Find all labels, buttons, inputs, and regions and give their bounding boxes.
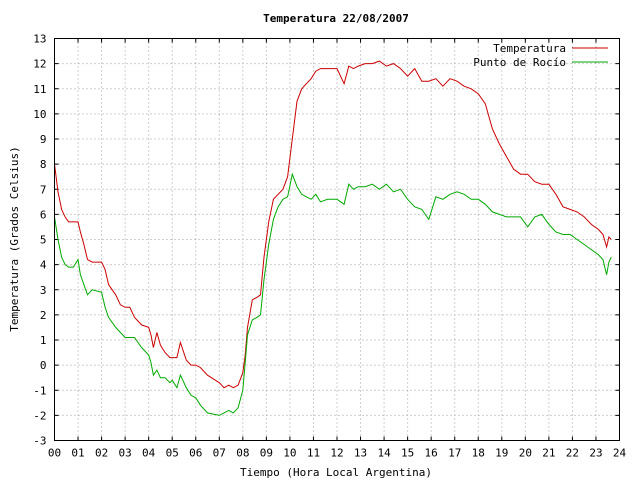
x-tick-label: 02 xyxy=(95,447,108,460)
axes: 00 01 02 03 04 05 06 07 08 09 10 11 12 13 14 15 16 17 18 19… xyxy=(33,33,626,460)
x-tick-label: 00 xyxy=(48,447,61,460)
series-line-punto-de-rocio xyxy=(54,172,612,416)
chart-title: Temperatura 22/08/2007 xyxy=(263,12,409,25)
legend: Temperatura Punto de Rocío xyxy=(473,42,608,69)
x-tick-label: 01 xyxy=(71,447,84,460)
x-tick-label: 20 xyxy=(519,447,532,460)
y-tick-label: 0 xyxy=(40,359,47,372)
y-tick-label: 12 xyxy=(33,58,46,71)
x-tick-label: 03 xyxy=(119,447,132,460)
y-tick-label: 3 xyxy=(40,284,47,297)
plot-frame xyxy=(54,38,620,441)
grid xyxy=(54,38,620,441)
x-tick-label: 12 xyxy=(330,447,343,460)
x-tick-label: 21 xyxy=(542,447,555,460)
x-tick-label: 07 xyxy=(213,447,226,460)
y-tick-label: 9 xyxy=(40,133,47,146)
x-tick-label: 04 xyxy=(142,447,156,460)
x-tick-label: 13 xyxy=(354,447,367,460)
x-tick-label: 16 xyxy=(425,447,438,460)
x-tick-label: 10 xyxy=(283,447,296,460)
y-tick-label: 1 xyxy=(40,334,47,347)
y-tick-label: 13 xyxy=(33,33,46,46)
y-tick-label: 7 xyxy=(40,183,47,196)
x-tick-label: 19 xyxy=(495,447,508,460)
x-tick-label: 08 xyxy=(236,447,249,460)
y-tick-label: -1 xyxy=(33,384,46,397)
x-tick-label: 22 xyxy=(566,447,579,460)
x-tick-label: 18 xyxy=(472,447,485,460)
y-tick-label: 8 xyxy=(40,158,47,171)
y-tick-label: 5 xyxy=(40,234,47,247)
y-tick-label: -2 xyxy=(33,409,46,422)
y-tick-label: 10 xyxy=(33,108,46,121)
x-tick-label: 24 xyxy=(613,447,627,460)
legend-label-temperatura: Temperatura xyxy=(493,42,566,55)
x-tick-label: 06 xyxy=(189,447,202,460)
y-tick-label: 6 xyxy=(40,208,47,221)
x-tick-label: 05 xyxy=(166,447,179,460)
x-tick-label: 15 xyxy=(401,447,414,460)
y-tick-label: 2 xyxy=(40,309,47,322)
x-tick-label: 09 xyxy=(260,447,273,460)
series-lines xyxy=(54,60,612,416)
y-tick-label: -3 xyxy=(33,435,46,448)
x-tick-label: 11 xyxy=(307,447,320,460)
x-axis-label: Tiempo (Hora Local Argentina) xyxy=(240,466,432,479)
x-tick-label: 14 xyxy=(377,447,391,460)
series-line-temperatura xyxy=(54,60,612,389)
x-tick-label: 23 xyxy=(589,447,602,460)
y-axis-label: Temperatura (Grados Celsius) xyxy=(8,146,21,331)
y-tick-label: 11 xyxy=(33,83,46,96)
legend-label-punto-de-rocio: Punto de Rocío xyxy=(473,56,566,69)
x-tick-label: 17 xyxy=(448,447,461,460)
y-tick-label: 4 xyxy=(40,259,47,272)
